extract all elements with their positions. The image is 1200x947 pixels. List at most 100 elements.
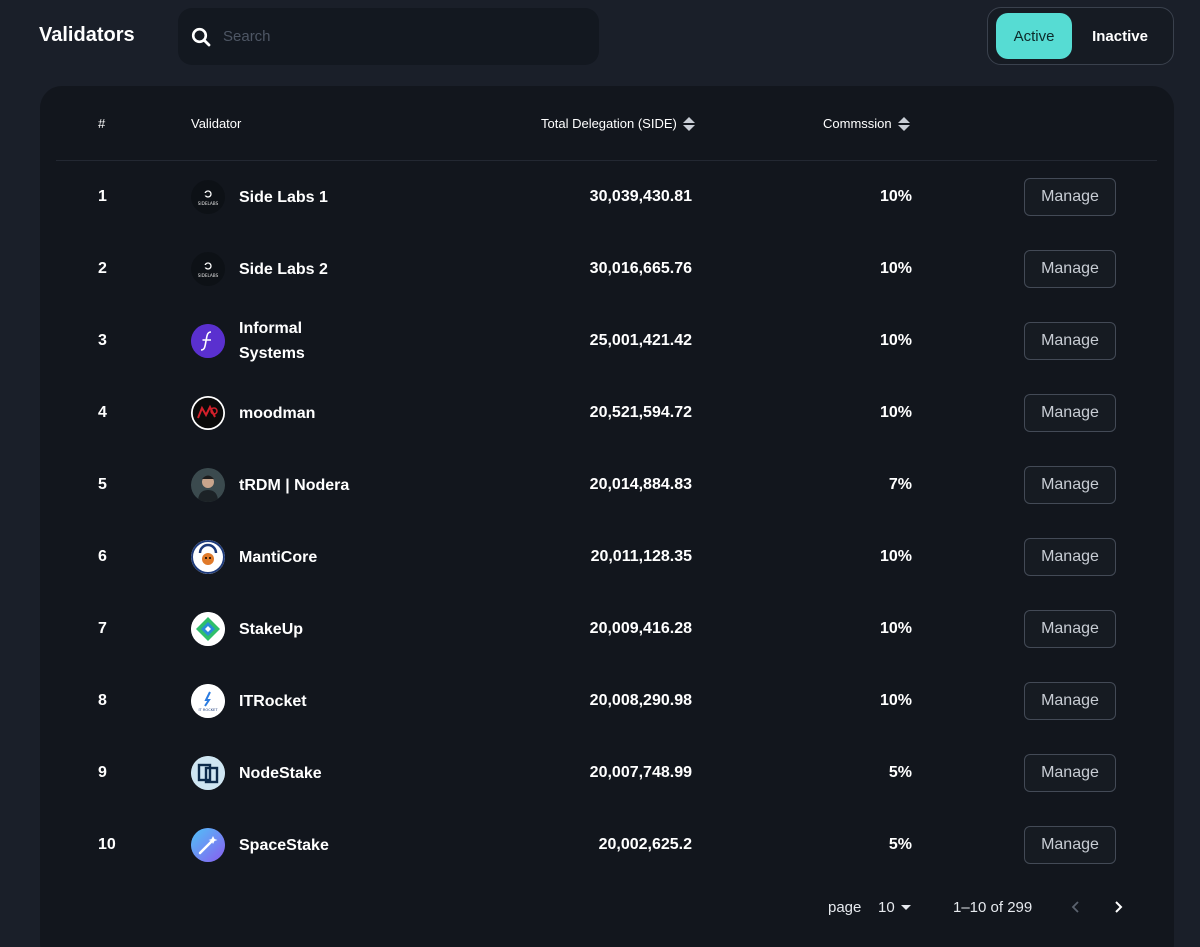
- sort-icon[interactable]: [682, 116, 695, 131]
- moodman-logo-icon: [191, 396, 225, 430]
- validator-cell[interactable]: SpaceStake: [191, 809, 329, 881]
- delegation-cell: 20,009,416.28: [589, 620, 692, 637]
- search-input[interactable]: [223, 28, 563, 45]
- validator-cell[interactable]: MantiCore: [191, 521, 317, 593]
- manage-button[interactable]: Manage: [1024, 322, 1116, 360]
- itrocket-logo-icon: IT ROCKET: [191, 684, 225, 718]
- rank-cell: 1: [98, 188, 107, 205]
- search-icon: [191, 27, 211, 46]
- manage-button[interactable]: Manage: [1024, 250, 1116, 288]
- spacestake-logo-icon: [191, 828, 225, 862]
- validator-cell[interactable]: IT ROCKET ITRocket: [191, 665, 307, 737]
- rank-cell: 8: [98, 692, 107, 709]
- validator-name: tRDM | Nodera: [239, 476, 350, 494]
- page-size-select[interactable]: 10: [878, 892, 911, 922]
- rank-cell: 9: [98, 764, 107, 781]
- nodestake-logo-icon: [191, 756, 225, 790]
- manage-button[interactable]: Manage: [1024, 754, 1116, 792]
- rank-cell: 2: [98, 260, 107, 277]
- delegation-cell: 20,008,290.98: [589, 692, 692, 709]
- rank-cell: 3: [98, 332, 107, 349]
- delegation-cell: 20,011,128.35: [590, 548, 692, 565]
- manage-button[interactable]: Manage: [1024, 826, 1116, 864]
- chevron-down-icon: [900, 904, 911, 910]
- validator-cell[interactable]: StakeUp: [191, 593, 303, 665]
- table-row: 6 MantiCore 20,011,128.35 10% Manage: [40, 521, 1174, 593]
- validator-cell[interactable]: tRDM | Nodera: [191, 449, 349, 521]
- search-box[interactable]: [178, 8, 599, 65]
- validator-name: Side Labs 2: [239, 260, 328, 278]
- table-row: 5 tRDM | Nodera 20,014,884.83 7% Manage: [40, 449, 1174, 521]
- commission-cell: 10%: [879, 404, 912, 421]
- table-row: 8 IT ROCKET ITRocket 20,008,290.98 10% M…: [40, 665, 1174, 737]
- page-title: Validators: [39, 24, 135, 46]
- rank-cell: 5: [98, 476, 107, 493]
- commission-cell: 5%: [888, 764, 912, 781]
- delegation-column-header[interactable]: Total Delegation (SIDE): [541, 86, 695, 161]
- pagination-range: 1–10 of 299: [953, 898, 1033, 916]
- next-page-button[interactable]: [1108, 892, 1128, 922]
- rank-cell: 10: [98, 836, 116, 853]
- informal-logo-icon: [191, 324, 225, 358]
- manage-button[interactable]: Manage: [1024, 178, 1116, 216]
- manage-button[interactable]: Manage: [1024, 466, 1116, 504]
- validator-name: StakeUp: [239, 620, 304, 638]
- delegation-cell: 20,014,884.83: [589, 476, 692, 493]
- sidelabs-logo-icon: SIDELABS: [191, 180, 225, 214]
- manticore-logo-icon: [191, 540, 225, 574]
- validator-name: MantiCore: [239, 548, 318, 566]
- manage-button[interactable]: Manage: [1024, 610, 1116, 648]
- validator-name: SpaceStake: [239, 836, 329, 854]
- validator-name: ITRocket: [239, 692, 307, 710]
- sort-icon[interactable]: [897, 116, 910, 131]
- manage-button[interactable]: Manage: [1024, 682, 1116, 720]
- sidelabs-logo-icon: SIDELABS: [191, 252, 225, 286]
- table-row: 3 Informal Systems 25,001,421.42 10% Man…: [40, 305, 1174, 377]
- table-row: 9 NodeStake 20,007,748.99 5% Manage: [40, 737, 1174, 809]
- manage-button[interactable]: Manage: [1024, 394, 1116, 432]
- delegation-cell: 20,007,748.99: [589, 764, 692, 781]
- validator-name: moodman: [239, 404, 316, 422]
- validator-name: Informal Systems: [239, 320, 305, 362]
- inactive-tab[interactable]: Inactive: [1092, 27, 1148, 45]
- svg-text:IT ROCKET: IT ROCKET: [198, 708, 218, 712]
- delegation-cell: 30,039,430.81: [589, 188, 692, 205]
- validator-cell[interactable]: Informal Systems: [191, 305, 329, 377]
- validator-column-header: Validator: [191, 116, 242, 131]
- validator-cell[interactable]: SIDELABS Side Labs 2: [191, 233, 328, 305]
- status-toggle: Active Inactive: [987, 7, 1174, 65]
- table-row: 4 moodman 20,521,594.72 10% Manage: [40, 377, 1174, 449]
- validators-table: # Validator Total Delegation (SIDE) Comm…: [40, 86, 1174, 947]
- table-row: 7 StakeUp 20,009,416.28 10% Manage: [40, 593, 1174, 665]
- commission-column-header[interactable]: Commssion: [823, 86, 910, 161]
- commission-cell: 10%: [879, 260, 912, 277]
- validator-name: NodeStake: [239, 764, 322, 782]
- rank-column-header: #: [98, 116, 106, 131]
- table-row: 2 SIDELABS Side Labs 2 30,016,665.76 10%…: [40, 233, 1174, 305]
- table-row: 1 SIDELABS Side Labs 1 30,039,430.81 10%…: [40, 161, 1174, 233]
- svg-text:SIDELABS: SIDELABS: [198, 273, 219, 278]
- stakeup-logo-icon: [191, 612, 225, 646]
- previous-page-button[interactable]: [1066, 892, 1086, 922]
- commission-cell: 10%: [879, 332, 912, 349]
- validator-cell[interactable]: moodman: [191, 377, 315, 449]
- delegation-cell: 30,016,665.76: [589, 260, 692, 277]
- commission-cell: 7%: [888, 476, 912, 493]
- rank-cell: 4: [98, 404, 107, 421]
- table-row: 10 SpaceStake: [40, 809, 1174, 881]
- commission-cell: 5%: [888, 836, 912, 853]
- commission-cell: 10%: [879, 620, 912, 637]
- nodera-avatar-icon: [191, 468, 225, 502]
- delegation-header-label: Total Delegation (SIDE): [541, 116, 677, 131]
- validator-cell[interactable]: NodeStake: [191, 737, 322, 809]
- validator-name: Side Labs 1: [239, 188, 328, 206]
- page-size-label: page: [828, 898, 862, 916]
- active-tab[interactable]: Active: [996, 13, 1072, 59]
- rank-cell: 7: [98, 620, 107, 637]
- validator-cell[interactable]: SIDELABS Side Labs 1: [191, 161, 328, 233]
- table-header: # Validator Total Delegation (SIDE) Comm…: [56, 86, 1157, 161]
- manage-button[interactable]: Manage: [1024, 538, 1116, 576]
- commission-header-label: Commssion: [823, 116, 892, 131]
- chevron-right-icon: [1115, 901, 1123, 913]
- svg-text:SIDELABS: SIDELABS: [198, 201, 219, 206]
